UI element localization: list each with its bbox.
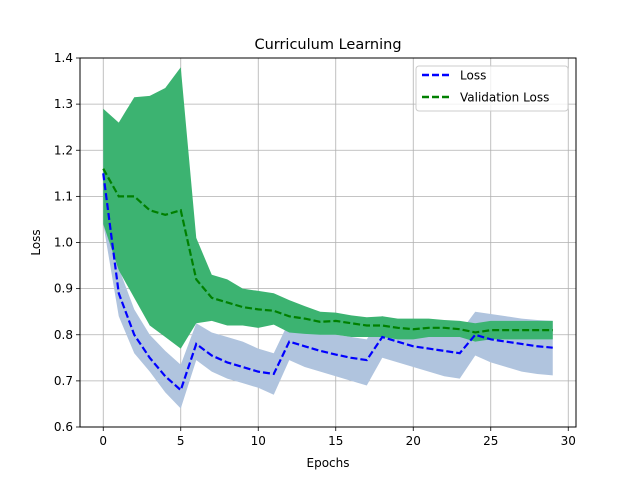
x-tick-label: 5 bbox=[177, 434, 185, 448]
legend-label-validation-loss: Validation Loss bbox=[460, 91, 549, 105]
y-tick-label: 0.8 bbox=[54, 328, 73, 342]
x-tick-label: 15 bbox=[328, 434, 343, 448]
legend-label-loss: Loss bbox=[460, 69, 486, 83]
chart-title: Curriculum Learning bbox=[254, 37, 401, 53]
y-tick-label: 0.9 bbox=[54, 282, 73, 296]
y-tick-label: 1.2 bbox=[54, 143, 73, 157]
y-axis-label: Loss bbox=[29, 229, 43, 255]
x-tick-label: 10 bbox=[251, 434, 266, 448]
axis-ticks: 0 5 10 15 20 25 30 0.6 0.7 0.8 0.9 1.0 1.1 1.2 1.3 1.4 bbox=[54, 51, 576, 448]
x-tick-label: 30 bbox=[561, 434, 576, 448]
series-lines bbox=[102, 168, 553, 393]
x-tick-label: 20 bbox=[406, 434, 421, 448]
y-tick-label: 1.1 bbox=[54, 189, 73, 203]
y-tick-label: 1.3 bbox=[54, 97, 73, 111]
validation-loss-line bbox=[102, 168, 553, 334]
x-tick-label: 0 bbox=[99, 434, 107, 448]
x-tick-label: 25 bbox=[483, 434, 498, 448]
y-tick-label: 1.4 bbox=[54, 51, 73, 65]
x-axis-label: Epochs bbox=[307, 456, 350, 470]
loss-line bbox=[102, 173, 553, 393]
y-tick-label: 0.6 bbox=[54, 420, 73, 434]
y-tick-label: 0.7 bbox=[54, 374, 73, 388]
validation-loss-band bbox=[103, 67, 553, 349]
confidence-bands bbox=[103, 67, 553, 409]
loss-band bbox=[103, 150, 553, 409]
y-tick-label: 1.0 bbox=[54, 236, 73, 250]
legend: Loss Validation Loss bbox=[415, 65, 569, 112]
axes-frame bbox=[79, 57, 577, 428]
legend-box bbox=[415, 65, 569, 112]
